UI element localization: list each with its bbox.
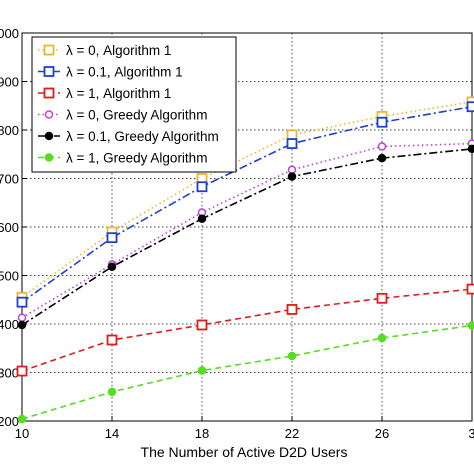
data-point-marker [287,351,297,361]
data-point-marker [286,138,298,149]
data-point-marker [467,144,474,154]
series-line [21,101,473,298]
y-tick-label: 1000 [0,26,19,41]
data-point-marker [376,116,388,128]
data-point-marker [106,232,118,244]
legend-label: λ = 0, Greedy Algorithm [66,108,207,123]
data-point-marker [107,262,117,272]
y-tick-label: 700 [0,172,19,187]
legend-label: λ = 1, Greedy Algorithm [66,151,207,166]
series-3 [16,283,474,377]
y-tick-label: 400 [0,317,19,332]
data-point-marker [43,87,55,99]
data-point-marker [287,165,297,175]
series-6 [17,321,474,424]
legend-label: λ = 0, Algorithm 1 [66,43,171,58]
series-2 [16,101,474,308]
legend-item: λ = 0, Greedy Algorithm [38,108,207,123]
y-tick-label: 800 [0,123,19,138]
x-axis-title: The Number of Active D2D Users [141,444,348,460]
legend-label: λ = 1, Algorithm 1 [66,86,171,101]
data-point-marker [17,313,27,322]
data-point-marker [44,110,54,119]
data-point-marker [376,292,388,304]
legend-box [31,36,237,173]
data-point-marker [286,304,298,315]
data-point-marker [466,283,474,295]
x-tick-label: 26 [375,426,389,441]
y-tick-label: 200 [0,414,19,429]
x-tick-label: 22 [285,426,299,441]
series-5 [17,144,474,330]
data-point-marker [287,172,297,181]
data-point-marker [466,101,474,113]
data-point-marker [43,66,55,77]
data-point-marker [286,129,298,141]
series-line [21,105,473,303]
legend-item: λ = 0.1, Greedy Algorithm [38,129,219,144]
legend-item: λ = 0, Algorithm 1 [38,43,171,58]
data-point-marker [196,319,208,331]
data-point-marker [196,181,208,193]
data-point-marker [16,365,28,377]
y-tick-label: 600 [0,220,19,235]
x-tick-label: 10 [15,426,29,441]
legend-item: λ = 1, Algorithm 1 [38,86,171,101]
data-point-marker [377,142,387,151]
data-point-marker [197,366,207,375]
data-point-marker [44,153,54,162]
x-tick-label: 14 [105,426,119,441]
data-point-marker [43,44,55,56]
data-point-marker [17,320,27,330]
data-point-marker [44,131,54,141]
legend-label: λ = 0.1, Greedy Algorithm [66,129,219,144]
y-tick-label: 900 [0,75,19,90]
data-point-marker [16,296,28,308]
data-point-marker [377,333,387,343]
data-point-marker [107,387,117,397]
series-line [21,148,473,326]
y-tick-label: 300 [0,366,19,381]
series-line [21,324,473,420]
data-point-marker [467,321,474,330]
y-tick-label: 500 [0,269,19,284]
data-point-marker [377,153,387,163]
data-point-marker [17,414,27,424]
series-layer [16,96,474,424]
x-tick-label: 18 [195,426,209,441]
legend-item: λ = 0.1, Algorithm 1 [38,65,183,80]
data-point-marker [106,334,118,346]
x-tick-label: 3 [468,426,474,441]
data-point-marker [197,214,207,224]
legend: λ = 0, Algorithm 1 λ = 0.1, Algorithm 1 λ … [31,36,237,173]
legend-label: λ = 0.1, Algorithm 1 [66,65,183,80]
series-line [21,288,473,372]
legend-item: λ = 1, Greedy Algorithm [38,151,207,166]
